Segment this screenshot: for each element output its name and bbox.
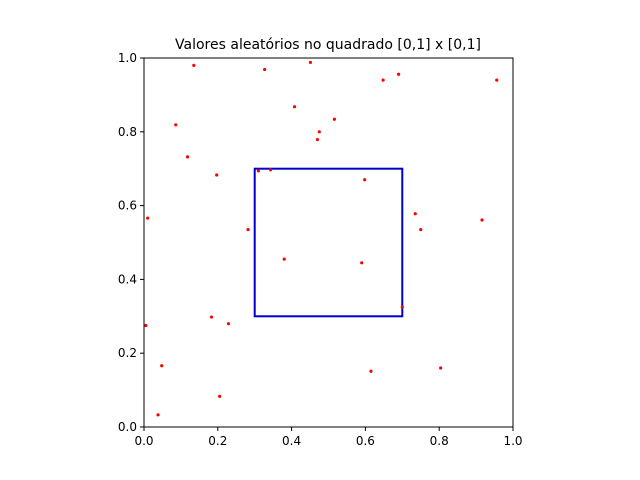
y-tick-label: 0.4 <box>118 272 137 286</box>
data-point <box>192 63 196 67</box>
data-point <box>360 261 364 265</box>
data-point <box>146 216 150 220</box>
inner-square <box>253 167 404 318</box>
data-point <box>439 366 443 370</box>
y-tick-label: 0.2 <box>118 346 137 360</box>
data-point <box>263 67 267 72</box>
data-point <box>363 178 367 182</box>
data-point <box>282 257 286 261</box>
x-tick-label: 0.0 <box>134 434 153 448</box>
data-point <box>397 72 401 76</box>
data-point <box>209 315 214 319</box>
data-point <box>160 364 164 368</box>
y-tick-label: 0.8 <box>118 125 137 139</box>
data-point <box>315 137 320 142</box>
x-tick-label: 0.4 <box>282 434 301 448</box>
data-point <box>381 78 385 82</box>
data-point <box>218 394 222 398</box>
plot-area: 0.0 0.2 0.4 0.6 0.8 1.0 0.0 0.2 0.4 0.6 0.8 1.0 <box>118 51 523 448</box>
data-point <box>480 218 484 222</box>
y-tick-label: 0.0 <box>118 420 137 434</box>
data-point <box>308 60 313 65</box>
data-point <box>256 169 260 173</box>
data-point <box>268 168 273 172</box>
data-point <box>156 413 160 417</box>
x-tick-label: 0.2 <box>208 434 227 448</box>
chart-title: Valores aleatórios no quadrado [0,1] x [… <box>175 37 481 53</box>
data-point <box>332 117 337 121</box>
data-point <box>292 105 297 109</box>
x-tick-label: 1.0 <box>503 434 522 448</box>
data-point <box>185 155 190 159</box>
axes-frame <box>143 57 514 428</box>
data-point <box>215 173 219 177</box>
y-tick-label: 0.6 <box>118 199 137 213</box>
data-point <box>369 369 373 373</box>
data-point <box>413 212 417 216</box>
data-point <box>419 227 423 232</box>
data-point <box>144 323 148 328</box>
data-point <box>495 78 499 82</box>
data-point <box>246 227 250 232</box>
data-point <box>174 123 178 127</box>
x-tick-label: 0.8 <box>430 434 449 448</box>
y-tick-label: 1.0 <box>118 51 137 65</box>
x-tick-label: 0.6 <box>356 434 375 448</box>
data-point <box>317 130 321 134</box>
data-point <box>226 322 231 326</box>
data-point <box>400 305 404 309</box>
